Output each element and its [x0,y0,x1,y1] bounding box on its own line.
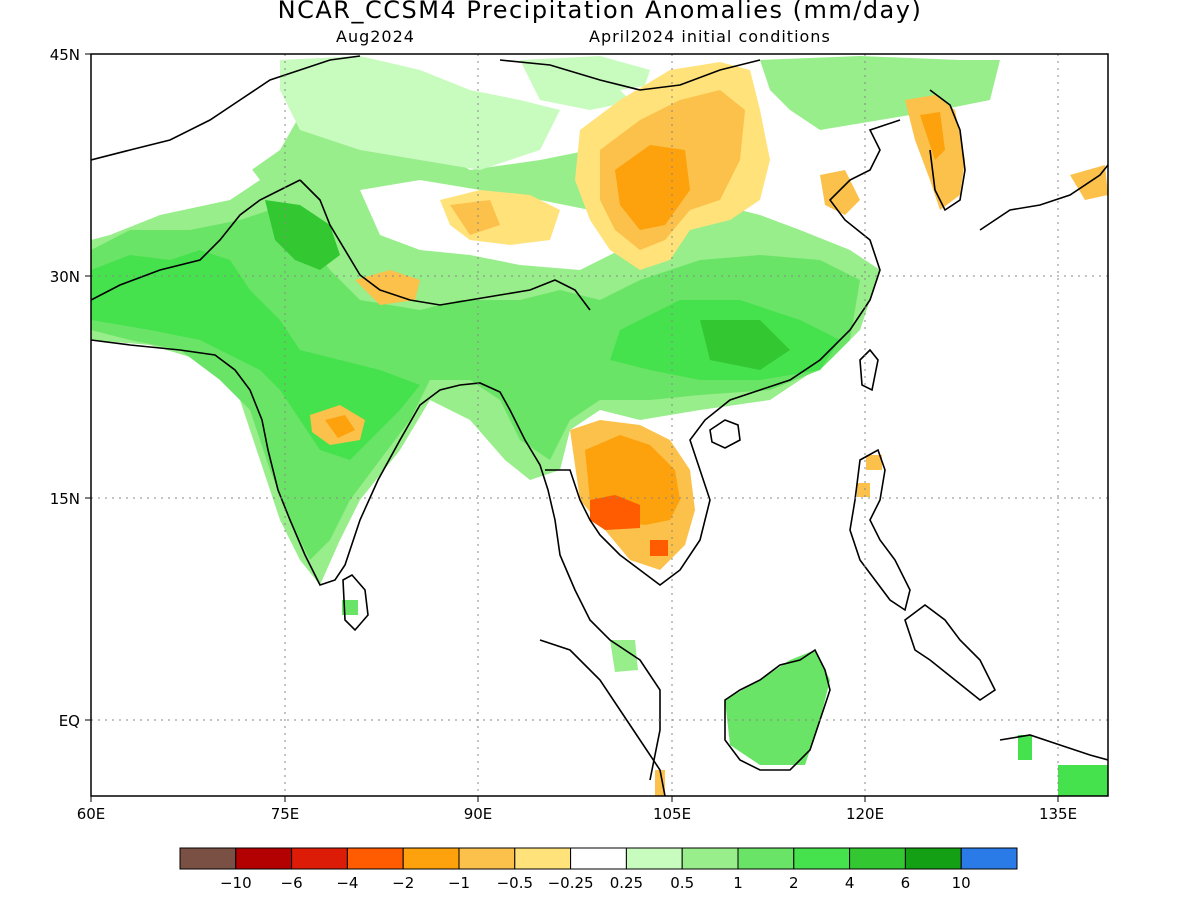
field-dry-central-india-core [325,415,355,438]
initial-conditions-label: April2024 initial conditions [589,27,831,46]
field-pale-green-gobi [520,56,650,110]
color-bar-label: 2 [789,874,799,892]
lon-label-105e: 105E [653,805,691,823]
valid-month-label: Aug2024 [336,27,415,46]
color-bar-swatch [402,847,460,870]
lon-label-75e: 75E [271,805,300,823]
color-bar-label: 0.25 [610,874,643,892]
color-bar-label: −0.25 [548,874,594,892]
field-dry-luzon-south [857,483,870,497]
color-bar-swatch [960,847,1018,870]
coastlines [91,55,1108,796]
longitude-labels: 60E 75E 90E 105E 120E 135E [77,805,1077,823]
color-bar-label: −0.5 [497,874,533,892]
field-dry-korea-core [920,112,945,160]
color-bar-swatch [849,847,906,870]
axis-ticks [85,53,1059,802]
color-bar-label: −1 [448,874,470,892]
color-bar-swatch [291,847,348,870]
latitude-labels: 45N 30N 15N EQ [50,46,80,730]
color-bar-swatch [346,847,404,870]
field-dark-green-kashmir [265,200,340,270]
lon-label-60e: 60E [77,805,106,823]
color-bar-label: −6 [281,874,303,892]
lat-label-30n: 30N [50,268,80,286]
field-green-mongolia [760,56,1000,130]
field-neutral-west [91,90,260,240]
color-bar-label: 0.5 [670,874,694,892]
field-dry-core-china [615,145,690,230]
lat-label-45n: 45N [50,46,80,64]
anomaly-field [91,56,1108,796]
field-dry-shandong [820,170,860,215]
field-dry-tibet-core [450,200,500,235]
color-bar-swatch [235,847,293,870]
map-title: NCAR_CCSM4 Precipitation Anomalies (mm/d… [277,0,923,24]
gridlines [91,54,1108,796]
color-bar-labels: −10 −6 −4 −2 −1 −0.5 −0.25 0.25 0.5 1 2 4 6 10 [220,874,971,892]
color-bar [179,847,1018,870]
field-dry-cambodia-core [650,540,668,556]
field-dry-sumatra-south [655,770,665,796]
color-bar-swatch [179,847,237,870]
lon-label-135e: 135E [1039,805,1077,823]
field-dark-green-southchina [700,320,790,370]
color-bar-label: 6 [901,874,911,892]
color-bar-swatch [793,847,851,870]
field-green-sumatra [610,640,638,672]
field-green-maluku [1018,735,1032,760]
color-bar-swatch [570,847,627,870]
color-bar-swatch [458,847,516,870]
color-bar-swatch [514,847,572,870]
lat-label-15n: 15N [50,490,80,508]
field-pale-green-north [280,56,560,170]
color-bar-label: 4 [845,874,855,892]
color-bar-swatch [681,847,739,870]
field-green-newguinea [1058,765,1108,796]
lat-label-eq: EQ [59,712,80,730]
color-bar-swatch [904,847,962,870]
field-dry-luzon [866,455,882,470]
field-mid-green [91,210,860,560]
field-dry-thailand-core [590,495,640,530]
plot-frame [90,53,1109,797]
field-green-borneo [725,650,830,765]
color-bar-label: −10 [220,874,252,892]
color-bar-swatch [625,847,683,870]
field-dry-himalaya [355,270,420,305]
color-bar-label: −4 [336,874,358,892]
lon-label-90e: 90E [464,805,493,823]
field-green-srilanka [342,600,358,615]
color-bar-label: −2 [392,874,414,892]
lon-label-120e: 120E [846,805,884,823]
color-bar-label: 1 [733,874,743,892]
color-bar-label: 10 [952,874,971,892]
color-bar-swatch [737,847,795,870]
